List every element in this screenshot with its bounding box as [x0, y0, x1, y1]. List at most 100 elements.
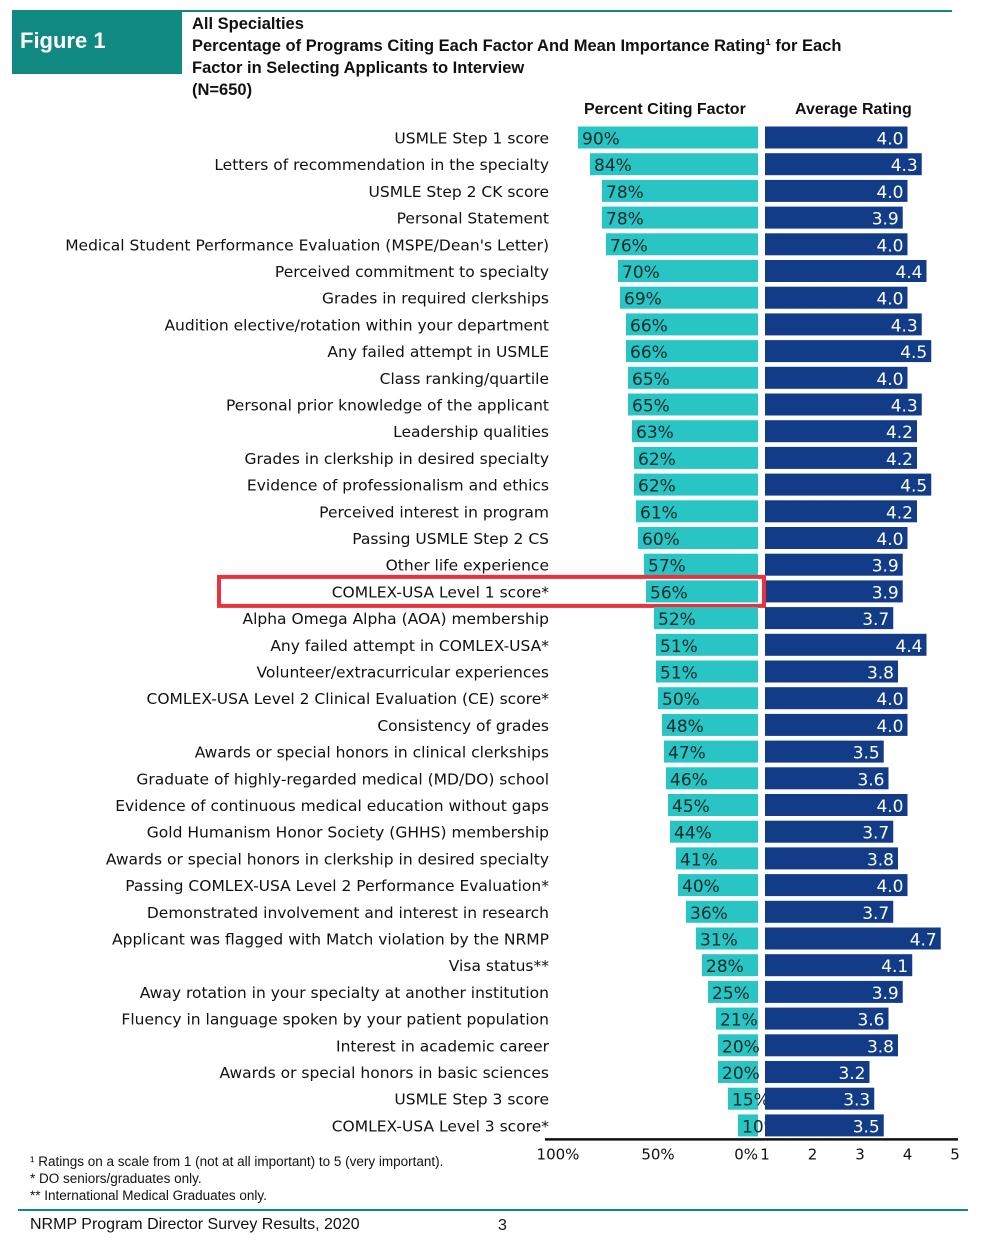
- category-label: Consistency of grades: [377, 717, 549, 735]
- footnote-img-only: ** International Medical Graduates only.: [30, 1188, 267, 1203]
- rating-value-label: 4.2: [886, 450, 913, 470]
- percent-value-label: 76%: [610, 236, 648, 256]
- rating-value-label: 3.7: [862, 824, 889, 844]
- rating-bar: [765, 313, 922, 336]
- category-label: COMLEX-USA Level 1 score*: [332, 583, 550, 601]
- percent-bar: [628, 366, 758, 389]
- percent-column-header: Percent Citing Factor: [584, 101, 746, 118]
- category-label: Personal prior knowledge of the applican…: [226, 397, 549, 415]
- category-label: Perceived commitment to specialty: [275, 263, 549, 281]
- rating-value-label: 4.4: [895, 637, 922, 657]
- rating-value-label: 4.0: [876, 290, 903, 310]
- rating-bar: [765, 527, 908, 549]
- category-label: Awards or special honors in basic scienc…: [220, 1064, 550, 1082]
- rating-value-label: 4.0: [876, 717, 903, 737]
- rating-value-label: 4.0: [876, 236, 903, 256]
- rating-value-label: 4.3: [891, 397, 918, 417]
- rating-bar: [765, 1007, 889, 1030]
- category-label: Passing USMLE Step 2 CS: [352, 530, 549, 548]
- rating-value-label: 4.0: [876, 690, 903, 710]
- percent-value-label: 21%: [720, 1011, 758, 1031]
- percent-value-label: 51%: [660, 664, 698, 684]
- percent-axis-tick-label: 100%: [537, 1145, 580, 1163]
- rating-bar: [765, 767, 889, 790]
- category-label: Awards or special honors in clinical cle…: [195, 744, 549, 762]
- rating-bar: [765, 179, 908, 202]
- percent-value-label: 78%: [606, 210, 644, 230]
- percent-bar: [638, 527, 758, 549]
- percent-value-label: 65%: [632, 370, 670, 390]
- rating-bar: [765, 233, 908, 256]
- category-label: Grades in clerkship in desired specialty: [245, 450, 549, 468]
- footnote-rating-scale: ¹ Ratings on a scale from 1 (not at all …: [30, 1154, 444, 1169]
- rating-bar: [765, 847, 898, 870]
- percent-value-label: 51%: [660, 637, 698, 657]
- rating-bar: [765, 954, 913, 977]
- percent-value-label: 66%: [630, 343, 668, 363]
- percent-value-label: 56%: [650, 583, 688, 603]
- rating-bar: [765, 393, 922, 416]
- percent-value-label: 60%: [642, 530, 680, 550]
- rating-value-label: 4.3: [891, 156, 918, 176]
- percent-value-label: 65%: [632, 397, 670, 417]
- rating-bar: [765, 687, 908, 710]
- percent-value-label: 69%: [624, 290, 662, 310]
- category-label: USMLE Step 2 CK score: [369, 183, 549, 201]
- rating-value-label: 3.5: [853, 744, 880, 764]
- rating-value-label: 3.2: [838, 1064, 865, 1084]
- category-label: Any failed attempt in COMLEX-USA*: [270, 637, 549, 655]
- rating-value-label: 3.8: [867, 850, 894, 870]
- percent-bar: [676, 847, 758, 870]
- rating-value-label: 4.1: [881, 957, 908, 977]
- category-label: Grades in required clerkships: [322, 290, 549, 308]
- rating-value-label: 3.7: [862, 904, 889, 924]
- category-label: Applicant was flagged with Match violati…: [112, 931, 549, 949]
- rating-bar: [765, 286, 908, 309]
- percent-bar: [626, 313, 758, 336]
- percent-bar: [666, 767, 758, 790]
- percent-value-label: 47%: [668, 744, 706, 764]
- rating-bar: [765, 1087, 875, 1110]
- rating-bar: [765, 153, 922, 176]
- rating-bar: [765, 260, 927, 282]
- rating-value-label: 3.7: [862, 610, 889, 630]
- percent-value-label: 40%: [682, 877, 720, 897]
- rating-bar: [765, 580, 903, 603]
- rating-value-label: 4.7: [910, 931, 937, 951]
- rating-axis-tick-label: 3: [855, 1145, 865, 1163]
- chart-title: All Specialties Percentage of Programs C…: [192, 13, 952, 101]
- percent-bar: [646, 580, 758, 603]
- category-label: Awards or special honors in clerkship in…: [106, 850, 549, 868]
- percent-axis-tick-label: 0%: [734, 1145, 758, 1163]
- rating-value-label: 4.5: [900, 477, 927, 497]
- percent-value-label: 84%: [594, 156, 632, 176]
- rating-bar: [765, 1114, 884, 1137]
- percent-bar: [696, 927, 758, 950]
- percent-value-label: 62%: [638, 450, 676, 470]
- rating-axis-tick-label: 4: [903, 1145, 913, 1163]
- rating-bar: [765, 980, 903, 1003]
- percent-bar: [634, 473, 758, 496]
- percent-bar: [578, 126, 758, 149]
- percent-value-label: 15%: [732, 1091, 770, 1111]
- category-label: Evidence of professionalism and ethics: [247, 477, 549, 495]
- category-label: Letters of recommendation in the special…: [214, 156, 549, 174]
- percent-bar: [668, 794, 758, 816]
- percent-bar: [626, 340, 758, 363]
- percent-value-label: 57%: [648, 557, 686, 577]
- percent-value-label: 61%: [640, 503, 678, 523]
- percent-bar: [658, 687, 758, 710]
- rating-bar: [765, 1034, 898, 1057]
- rating-value-label: 3.6: [857, 1011, 884, 1031]
- category-label: Gold Humanism Honor Society (GHHS) membe…: [147, 824, 549, 842]
- percent-value-label: 20%: [722, 1064, 760, 1084]
- rating-value-label: 4.2: [886, 503, 913, 523]
- category-label: Any failed attempt in USMLE: [327, 343, 549, 361]
- rating-bar: [765, 366, 908, 389]
- percent-bar: [644, 553, 758, 576]
- percent-bar: [602, 206, 758, 229]
- rating-bar: [765, 713, 908, 736]
- title-line-4: (N=650): [192, 81, 253, 99]
- percent-bar: [718, 1034, 758, 1057]
- rating-bar: [765, 794, 908, 816]
